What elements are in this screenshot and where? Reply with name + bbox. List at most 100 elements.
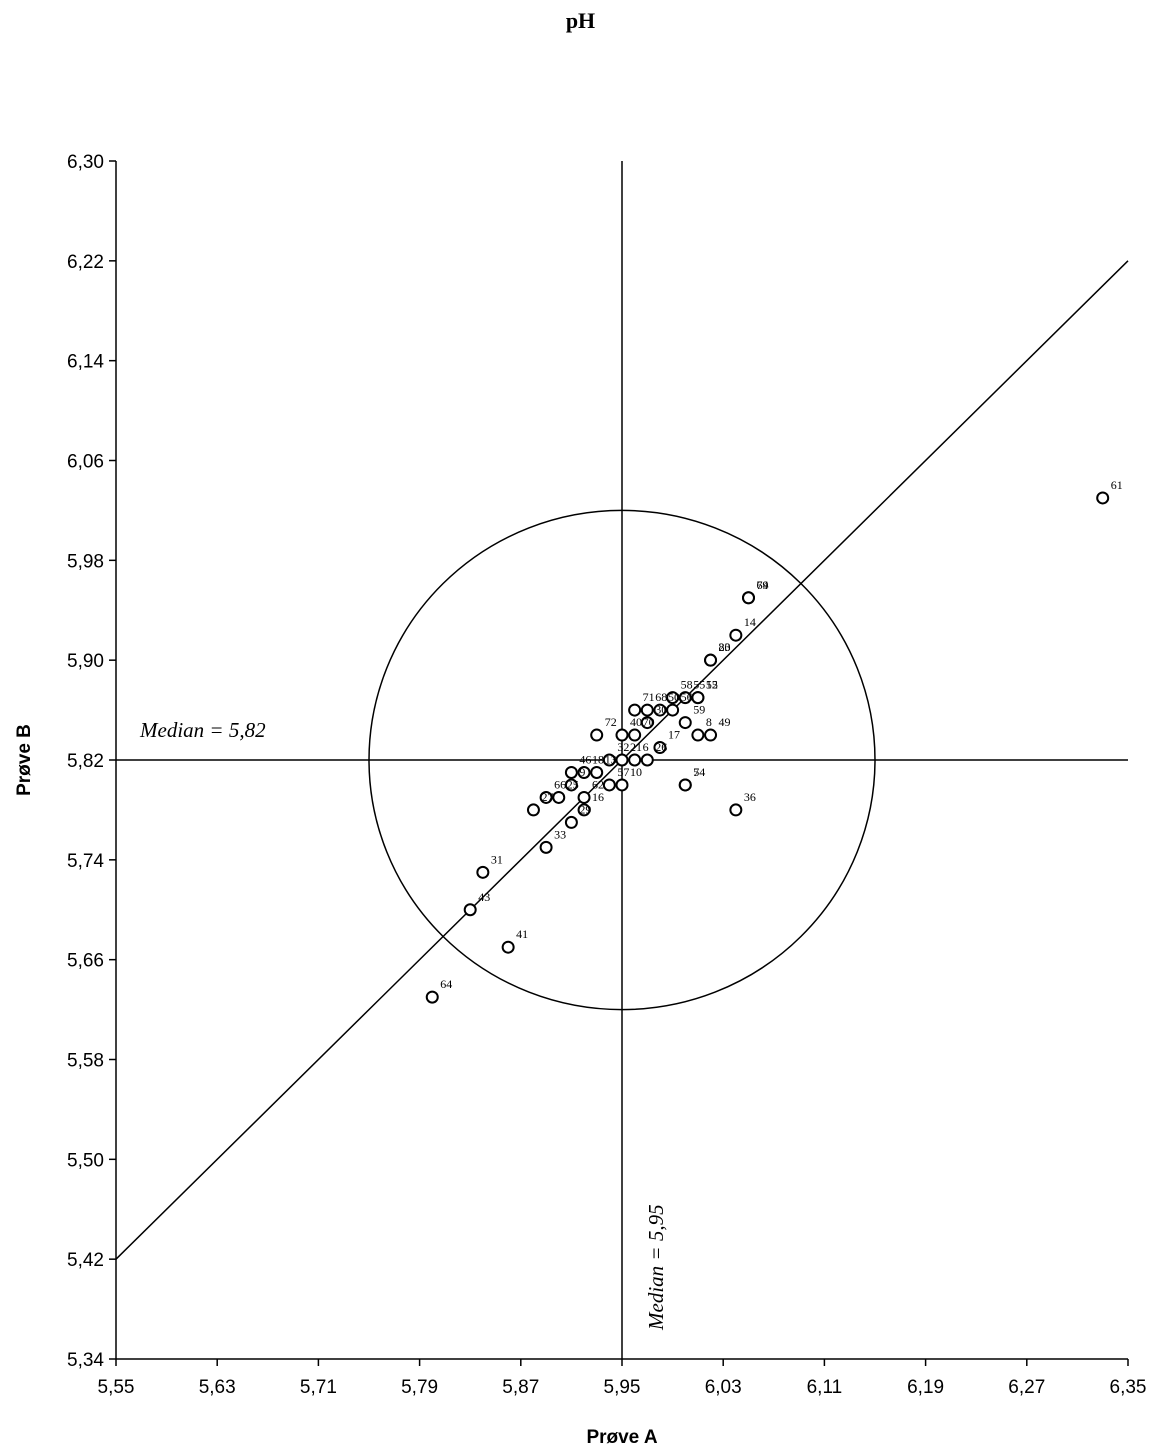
x-axis-title: Prøve A [586, 1427, 657, 1448]
data-point [666, 703, 680, 717]
data-point [590, 765, 604, 779]
data-point [704, 728, 718, 742]
point-label: 29 [579, 802, 591, 816]
x-tick-label: 6,27 [1008, 1377, 1045, 1398]
data-point [476, 865, 490, 879]
point-label: 31 [491, 852, 503, 866]
y-tick-label: 5,98 [67, 551, 104, 572]
point-label: 25 [567, 777, 579, 791]
point-label: 18 [592, 752, 604, 766]
data-point [463, 903, 477, 917]
point-label: 15 [706, 678, 718, 692]
point-label: 61 [1111, 478, 1123, 492]
y-tick-label: 5,82 [67, 751, 104, 772]
point-label: 57 [617, 765, 629, 779]
point-label: 7 [693, 765, 699, 779]
data-point [539, 790, 553, 804]
data-point [590, 728, 604, 742]
point-label: 64 [440, 977, 452, 991]
point-label: 72 [605, 715, 617, 729]
point-label: 80 [719, 640, 731, 654]
chart-title: pH [565, 8, 596, 33]
point-label: 49 [719, 715, 731, 729]
data-point [628, 753, 642, 767]
point-label: 26 [655, 740, 667, 754]
point-label: 14 [744, 615, 756, 629]
data-point [564, 765, 578, 779]
y-tick-label: 5,34 [67, 1350, 104, 1371]
x-tick-label: 6,35 [1110, 1377, 1147, 1398]
y-tick-label: 6,22 [67, 252, 104, 273]
point-label: 30 [655, 703, 667, 717]
data-point [640, 716, 654, 730]
point-label: 33 [554, 827, 566, 841]
point-label: 10 [630, 765, 642, 779]
point-label: 36 [744, 790, 756, 804]
data-point [564, 778, 578, 792]
data-point [704, 653, 718, 667]
data-point [628, 703, 642, 717]
data-point [539, 840, 553, 854]
data-point [615, 728, 629, 742]
data-point [564, 815, 578, 829]
data-points [425, 491, 1110, 1004]
point-label: 59 [693, 703, 705, 717]
point-label: 58 [681, 678, 693, 692]
data-point [501, 940, 515, 954]
point-label: 62 [592, 777, 604, 791]
point-label: 43 [478, 890, 490, 904]
point-label: 21 [630, 740, 642, 754]
point-label: 54 [693, 765, 705, 779]
data-point [577, 790, 591, 804]
data-point [640, 753, 654, 767]
data-point [678, 778, 692, 792]
data-point [729, 628, 743, 642]
point-label: 70 [643, 715, 655, 729]
point-label: 23 [719, 640, 731, 654]
point-label: 74 [757, 578, 769, 592]
data-point [678, 716, 692, 730]
point-label: 68 [655, 690, 667, 704]
x-tick-label: 5,87 [502, 1377, 539, 1398]
point-label: 32 [617, 740, 629, 754]
data-point [602, 753, 616, 767]
y-tick-label: 5,42 [67, 1250, 104, 1271]
data-point [691, 691, 705, 705]
point-label: 71 [643, 690, 655, 704]
point-label: 13 [605, 752, 617, 766]
tolerance-circle [368, 509, 876, 1011]
point-label: 40 [630, 715, 642, 729]
data-point [615, 778, 629, 792]
x-tick-label: 5,95 [604, 1377, 641, 1398]
data-point [653, 741, 667, 755]
median-y-label: Median = 5,82 [139, 718, 266, 742]
point-label: 9 [579, 765, 585, 779]
data-point [577, 765, 591, 779]
point-label: 41 [516, 927, 528, 941]
data-point [666, 691, 680, 705]
y-tick-label: 5,50 [67, 1150, 104, 1171]
y-axis-title: Prøve B [14, 724, 35, 796]
data-point [602, 778, 616, 792]
point-label: 6 [643, 740, 649, 754]
y-tick-label: 5,74 [67, 851, 104, 872]
x-tick-label: 6,11 [807, 1377, 843, 1398]
point-label: 17 [668, 728, 680, 742]
data-point [526, 803, 540, 817]
data-point [691, 728, 705, 742]
point-label: 8 [706, 715, 712, 729]
y-tick-label: 5,66 [67, 951, 104, 972]
point-label: 66 [554, 777, 566, 791]
x-tick-label: 6,19 [907, 1377, 944, 1398]
point-label: 56 [681, 690, 693, 704]
median-x-label: Median = 5,95 [644, 1204, 668, 1331]
point-label: 69 [757, 578, 769, 592]
y-tick-label: 5,90 [67, 651, 104, 672]
y-tick-label: 6,30 [67, 152, 104, 173]
point-label: 50 [668, 690, 680, 704]
data-point [1096, 491, 1110, 505]
data-point [729, 803, 743, 817]
point-label: 55 [693, 678, 705, 692]
data-point [552, 790, 566, 804]
